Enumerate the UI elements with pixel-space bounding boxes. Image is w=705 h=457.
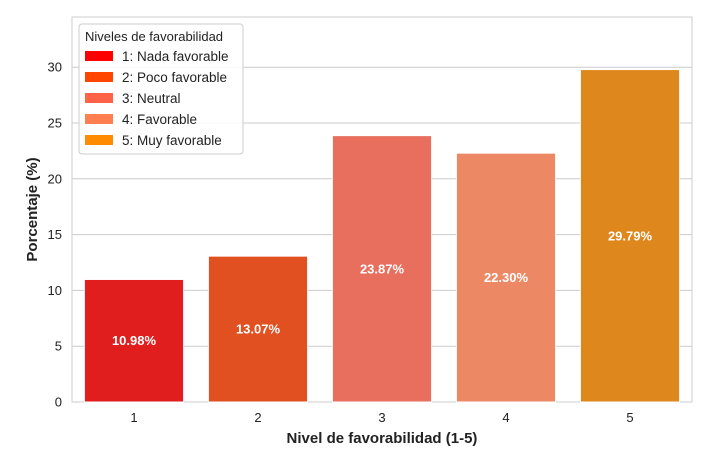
y-tick-label: 20 xyxy=(48,171,62,186)
legend-swatch xyxy=(85,51,113,61)
bars: 10.98% 13.07% 23.87% 22.30% 29.79% xyxy=(83,69,681,403)
legend-swatch xyxy=(85,72,113,82)
y-tick-label: 5 xyxy=(55,339,62,354)
y-tick-label: 15 xyxy=(48,227,62,242)
bar-value-label: 29.79% xyxy=(608,228,653,243)
legend-entry-label: 3: Neutral xyxy=(122,91,181,106)
y-tick-label: 30 xyxy=(48,60,62,75)
x-tick-label: 4 xyxy=(502,410,509,425)
legend-entry-label: 1: Nada favorable xyxy=(122,49,229,64)
legend-title: Niveles de favorabilidad xyxy=(85,29,223,44)
bar-value-label: 13.07% xyxy=(236,322,281,337)
legend: Niveles de favorabilidad 1: Nada favorab… xyxy=(78,23,244,155)
bar-value-label: 22.30% xyxy=(484,270,529,285)
x-tick-label: 2 xyxy=(254,410,261,425)
legend-entry-label: 4: Favorable xyxy=(122,112,197,127)
x-tick-label: 5 xyxy=(626,410,633,425)
legend-swatch xyxy=(85,114,113,124)
x-tick-label: 3 xyxy=(378,410,385,425)
x-axis-title: Nivel de favorabilidad (1-5) xyxy=(287,430,478,447)
legend-entry-label: 5: Muy favorable xyxy=(122,133,222,148)
y-tick-labels: 0 5 10 15 20 25 30 xyxy=(48,60,62,410)
bar-value-label: 23.87% xyxy=(360,261,405,276)
legend-swatch xyxy=(85,93,113,103)
bar xyxy=(207,255,309,403)
legend-box xyxy=(78,23,244,155)
bar xyxy=(331,135,433,403)
y-axis-title: Porcentaje (%) xyxy=(24,157,41,261)
bar-value-label: 10.98% xyxy=(112,333,157,348)
legend-swatch xyxy=(85,135,113,145)
bar xyxy=(579,69,681,403)
y-tick-label: 10 xyxy=(48,283,62,298)
y-tick-label: 0 xyxy=(55,395,62,410)
x-tick-label: 1 xyxy=(130,410,137,425)
x-tick-labels: 1 2 3 4 5 xyxy=(130,410,633,425)
bar xyxy=(455,152,557,403)
legend-entry-label: 2: Poco favorable xyxy=(122,70,227,85)
y-tick-label: 25 xyxy=(48,116,62,131)
bar xyxy=(83,278,185,403)
